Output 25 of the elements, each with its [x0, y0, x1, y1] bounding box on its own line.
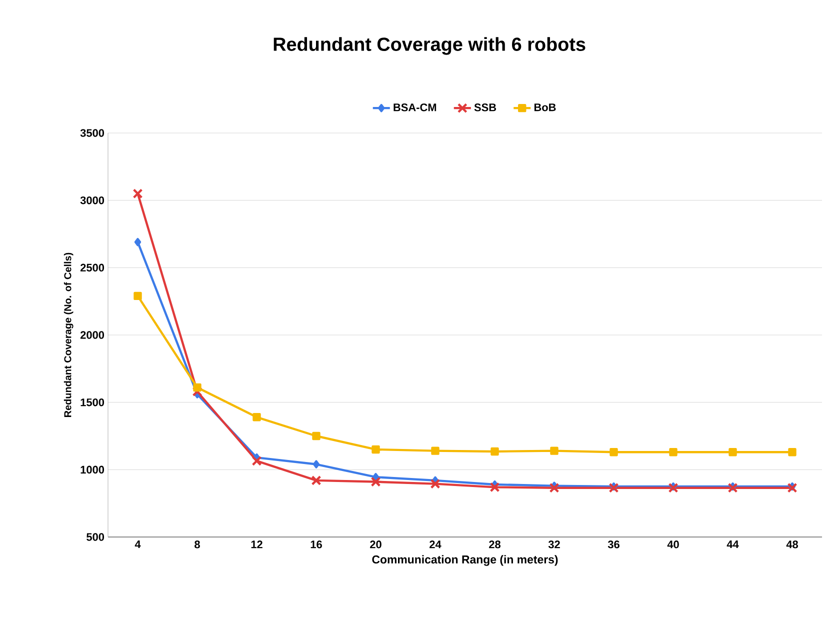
- chart-title: Redundant Coverage with 6 robots: [274, 37, 586, 55]
- x-tick-label: 32: [548, 540, 560, 548]
- y-tick-label: 3500: [80, 129, 104, 137]
- legend-label: SSB: [474, 104, 496, 112]
- y-axis-title: Redundant Coverage (No. of Cells): [64, 252, 74, 417]
- y-tick-label: 500: [86, 533, 104, 541]
- y-tick-label: 2500: [80, 264, 104, 272]
- x-tick-label: 36: [608, 540, 620, 548]
- x-tick-label: 44: [726, 540, 739, 548]
- y-tick-label: 2000: [80, 331, 104, 339]
- x-tick-label: 20: [370, 540, 382, 548]
- y-tick-label: 3000: [80, 196, 104, 204]
- x-tick-label: 4: [134, 540, 141, 548]
- x-axis-title: Communication Range (in meters): [372, 555, 558, 566]
- legend-label: BSA-CM: [394, 104, 436, 112]
- x-tick-label: 12: [251, 540, 262, 548]
- x-tick-label: 48: [786, 540, 798, 548]
- x-tick-label: 24: [430, 540, 442, 548]
- x-tick-label: 16: [310, 540, 322, 548]
- y-tick-label: 1500: [80, 398, 104, 406]
- y-tick-label: 1000: [80, 466, 104, 474]
- legend-label: BoB: [534, 104, 556, 112]
- x-tick-label: 40: [667, 540, 679, 548]
- x-tick-label: 8: [194, 540, 200, 548]
- x-tick-label: 28: [489, 540, 501, 548]
